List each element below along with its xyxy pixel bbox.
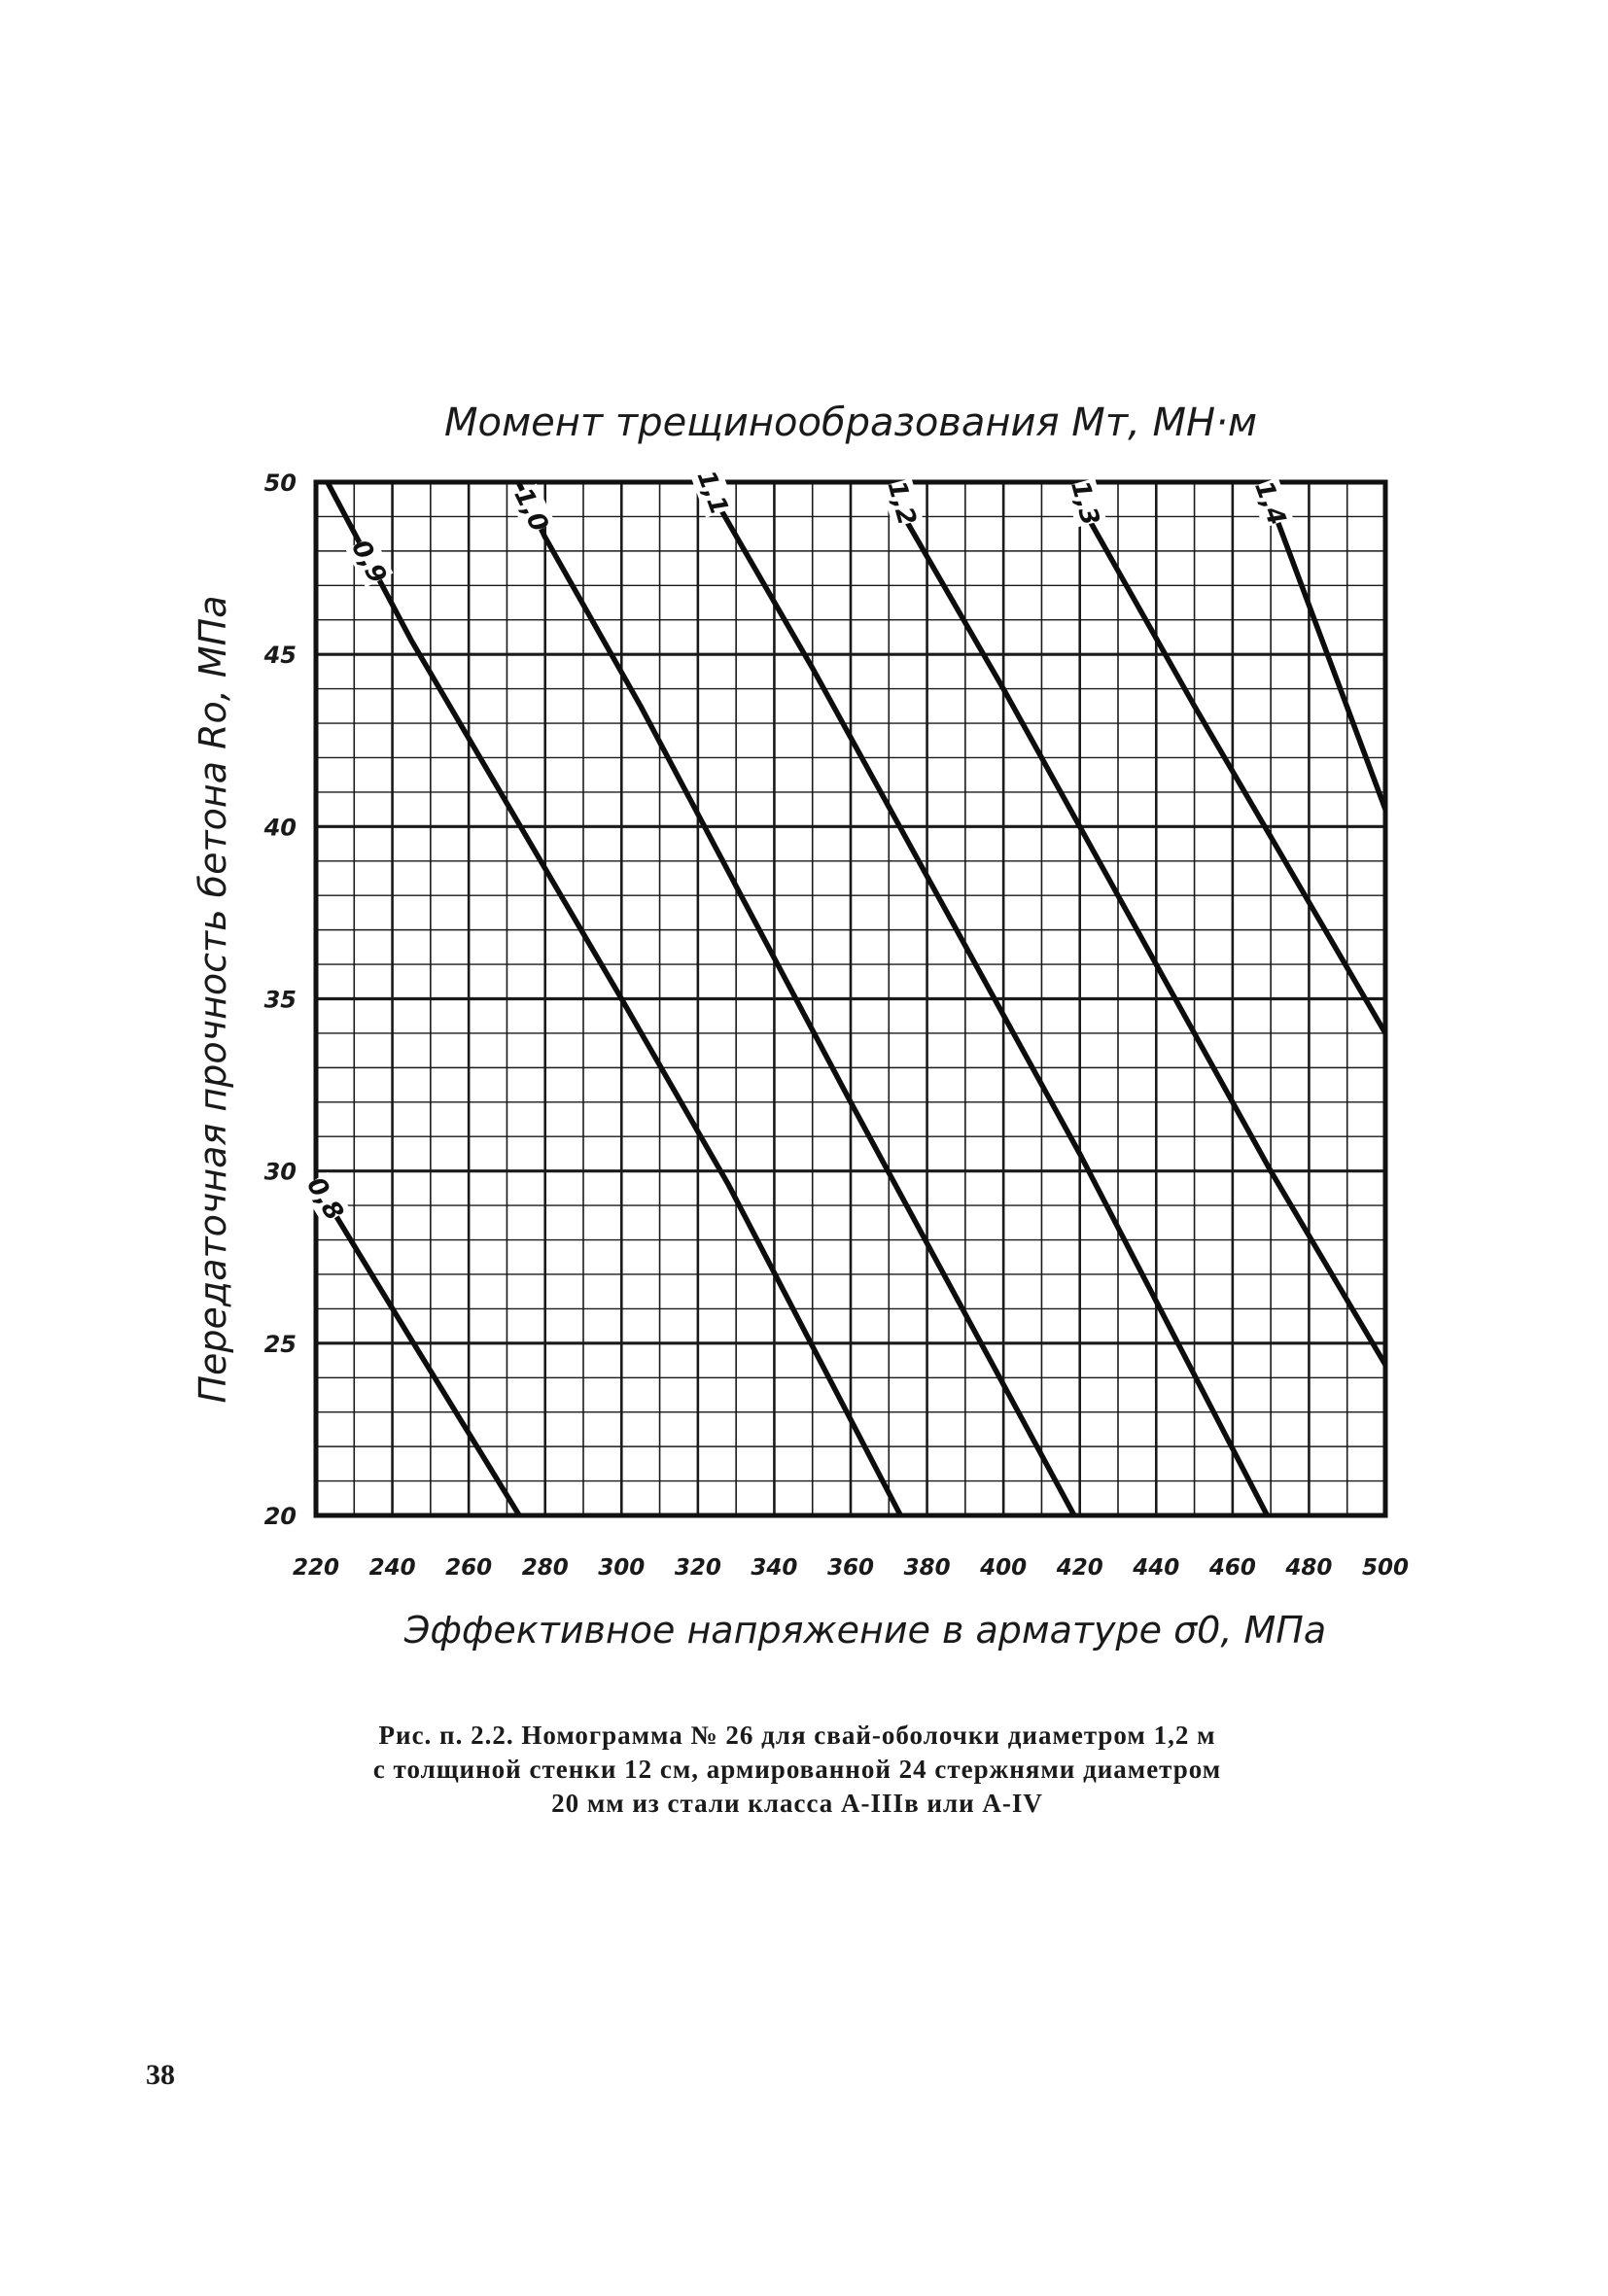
plot-frame <box>313 479 1388 1518</box>
x-tick-label: 300 <box>598 1555 645 1581</box>
curve-1-2 <box>893 482 1385 1371</box>
curve-label: 0,8 <box>300 1172 349 1226</box>
y-tick-label: 25 <box>264 1331 297 1358</box>
caption-line-1: Рис. п. 2.2. Номограмма № 26 для свай-об… <box>378 1721 1216 1750</box>
curve-0-9 <box>325 482 904 1515</box>
curve-labels: 0,80,91,0 1,1 1,2 1,3 1,4 <box>300 467 1293 1226</box>
x-tick-label: 340 <box>751 1555 797 1581</box>
x-tick-label: 320 <box>675 1555 721 1581</box>
x-tick-label: 360 <box>827 1555 874 1581</box>
curve-label: 1,4 <box>1248 477 1291 530</box>
y-tick-labels: 20 25 30 35 40 45 50 <box>263 470 297 1530</box>
chart-title: Момент трещинообразования Mт, МН·м <box>444 400 1257 445</box>
curves <box>316 482 1385 1515</box>
x-tick-label: 260 <box>445 1555 492 1581</box>
grid <box>314 480 1387 1517</box>
caption-line-2: с толщиной стенки 12 см, армированной 24… <box>372 1755 1222 1784</box>
y-tick-label: 40 <box>263 814 297 841</box>
curve-label-bg <box>881 477 924 528</box>
x-tick-label: 240 <box>369 1555 416 1581</box>
page-number: 38 <box>146 2059 175 2091</box>
x-tick-label: 380 <box>904 1555 951 1581</box>
figure-caption: Рис. п. 2.2. Номограмма № 26 для свай-об… <box>190 1719 1405 1821</box>
x-tick-label: 400 <box>979 1555 1027 1581</box>
curve-label: 1,3 <box>1065 477 1104 528</box>
x-tick-label: 280 <box>522 1555 569 1581</box>
curve-label-bg <box>1248 477 1293 529</box>
y-axis-label: Передаточная прочность бетона Rо, МПа <box>192 595 234 1403</box>
curve-label-bg <box>507 483 555 537</box>
x-tick-label: 420 <box>1056 1555 1103 1581</box>
x-tick-label: 480 <box>1284 1555 1332 1581</box>
curve-1-4 <box>1260 482 1385 813</box>
curve-0-8 <box>316 1177 523 1515</box>
curve-1-1 <box>706 482 1271 1515</box>
caption-line-3: 20 мм из стали класса A-IIIв или A-IV <box>551 1789 1043 1818</box>
curve-label: 1,0 <box>507 483 553 537</box>
y-tick-label: 50 <box>264 470 297 497</box>
y-tick-label: 30 <box>264 1159 297 1186</box>
x-axis-label: Эффективное напряжение в арматуре σ0, МП… <box>403 1609 1326 1652</box>
x-tick-label: 440 <box>1132 1555 1179 1581</box>
curve-label-bg <box>690 467 736 518</box>
y-tick-label: 45 <box>263 642 297 669</box>
curve-label-bg <box>345 535 394 588</box>
x-tick-label: 220 <box>293 1555 339 1581</box>
x-tick-labels: 220 240 260 280 300 320 340 360 380 400 420 440 460 4… <box>293 1555 1409 1581</box>
curve-label: 0,9 <box>345 536 392 589</box>
curve-label: 1,2 <box>881 477 921 528</box>
y-tick-label: 35 <box>264 987 297 1014</box>
curve-label-bg <box>300 1171 350 1226</box>
curve-label-bg <box>1065 477 1106 528</box>
x-tick-label: 460 <box>1208 1555 1256 1581</box>
y-tick-label: 20 <box>264 1503 297 1530</box>
x-tick-label: 500 <box>1362 1555 1409 1581</box>
